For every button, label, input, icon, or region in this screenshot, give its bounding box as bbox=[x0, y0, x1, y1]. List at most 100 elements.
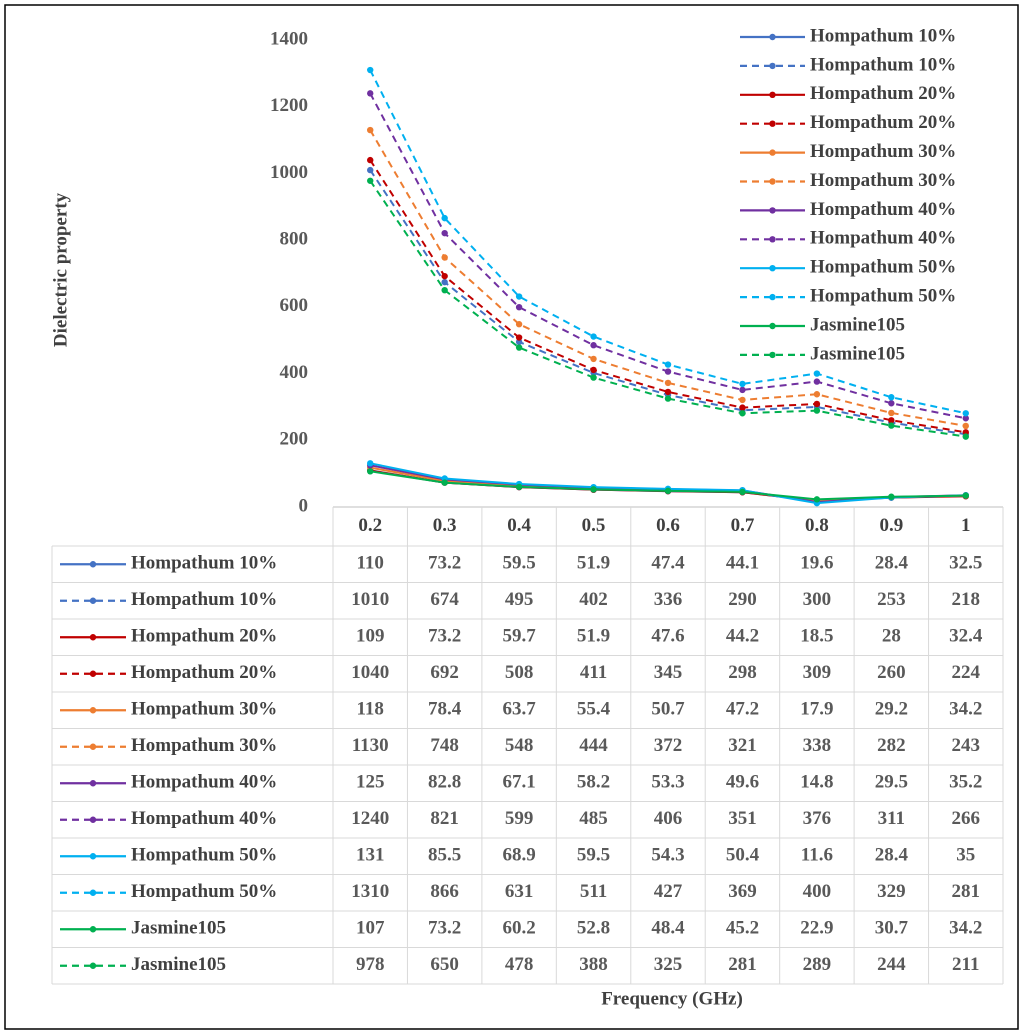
table-cell: 298 bbox=[728, 662, 757, 683]
table-cell: 110 bbox=[356, 553, 383, 574]
table-cell: 51.9 bbox=[577, 626, 610, 647]
data-point bbox=[441, 286, 448, 294]
y-tick-label: 1400 bbox=[270, 28, 308, 49]
table-cell: 47.6 bbox=[651, 626, 684, 647]
table-cell: 35 bbox=[956, 845, 975, 866]
legend-key-marker bbox=[769, 149, 776, 156]
legend-key-marker bbox=[89, 634, 97, 641]
table-row-label: Hompathum 50% bbox=[131, 845, 277, 866]
legend-key-marker bbox=[769, 265, 776, 272]
data-point bbox=[888, 409, 895, 417]
series-line bbox=[369, 159, 966, 434]
data-point bbox=[664, 388, 672, 396]
table-cell: 35.2 bbox=[949, 772, 982, 793]
legend-key-marker bbox=[769, 178, 776, 185]
data-point bbox=[590, 366, 597, 374]
table-cell: 336 bbox=[654, 589, 683, 610]
table-cell: 329 bbox=[877, 881, 906, 902]
table-cell: 125 bbox=[356, 772, 385, 793]
data-point bbox=[888, 400, 895, 407]
table-cell: 290 bbox=[728, 589, 757, 610]
legend-key-marker bbox=[769, 91, 776, 99]
table-cell: 59.5 bbox=[502, 553, 535, 574]
table-cell: 345 bbox=[654, 662, 683, 683]
table-cell: 30.7 bbox=[875, 918, 909, 939]
table-cell: 321 bbox=[728, 735, 757, 756]
data-point bbox=[515, 321, 523, 328]
table-cell: 109 bbox=[356, 626, 385, 647]
table-cell: 325 bbox=[654, 954, 683, 975]
table-cell: 351 bbox=[728, 808, 757, 829]
table-cell: 68.9 bbox=[502, 845, 535, 866]
legend-key-marker bbox=[769, 351, 776, 359]
legend-key-marker bbox=[769, 207, 776, 214]
table-row-label: Jasmine105 bbox=[131, 918, 226, 939]
table-cell: 548 bbox=[505, 735, 534, 756]
legend-key-marker bbox=[769, 120, 776, 127]
data-point bbox=[962, 433, 969, 440]
data-point bbox=[888, 422, 895, 429]
table-cell: 18.5 bbox=[800, 626, 833, 647]
data-point bbox=[664, 487, 672, 495]
data-point bbox=[813, 407, 821, 414]
data-point bbox=[962, 415, 969, 422]
x-tick-label: 1 bbox=[961, 515, 971, 536]
data-point bbox=[739, 404, 746, 411]
table-cell: 47.2 bbox=[726, 699, 759, 720]
data-point bbox=[739, 488, 746, 496]
table-cell: 11.6 bbox=[801, 845, 833, 866]
table-cell: 73.2 bbox=[428, 918, 461, 939]
table-cell: 34.2 bbox=[949, 918, 982, 939]
y-tick-label: 800 bbox=[280, 229, 309, 250]
table-cell: 82.8 bbox=[428, 772, 461, 793]
table-cell: 85.5 bbox=[428, 845, 461, 866]
y-tick-label: 1200 bbox=[270, 95, 308, 116]
x-tick-label: 0.6 bbox=[656, 515, 680, 536]
legend-key-marker bbox=[89, 853, 97, 860]
legend-key-marker bbox=[89, 561, 97, 568]
data-point bbox=[888, 493, 895, 500]
table-cell: 51.9 bbox=[577, 553, 610, 574]
x-tick-label: 0.5 bbox=[582, 515, 606, 536]
table-cell: 244 bbox=[877, 954, 906, 975]
data-point bbox=[441, 479, 448, 486]
table-cell: 224 bbox=[952, 662, 981, 683]
data-point bbox=[962, 422, 969, 430]
table-cell: 44.2 bbox=[726, 626, 759, 647]
data-point bbox=[590, 355, 597, 363]
data-point bbox=[813, 370, 821, 377]
table-cell: 978 bbox=[356, 954, 385, 975]
table-cell: 1010 bbox=[351, 589, 389, 610]
table-cell: 372 bbox=[654, 735, 683, 756]
table-cell: 478 bbox=[505, 954, 534, 975]
y-tick-label: 1000 bbox=[270, 162, 308, 183]
y-axis-title: Dielectric property bbox=[50, 192, 71, 347]
table-row-label: Hompathum 30% bbox=[131, 735, 277, 756]
table-cell: 485 bbox=[579, 808, 608, 829]
x-tick-label: 0.3 bbox=[433, 515, 457, 536]
table-cell: 29.5 bbox=[875, 772, 908, 793]
data-point bbox=[664, 379, 672, 387]
y-tick-label: 400 bbox=[280, 362, 309, 383]
table-cell: 495 bbox=[505, 589, 534, 610]
data-point bbox=[515, 483, 523, 491]
data-point bbox=[367, 90, 374, 97]
table-cell: 289 bbox=[803, 954, 832, 975]
data-point bbox=[515, 293, 523, 300]
data-point bbox=[367, 156, 374, 164]
legend-key-marker bbox=[769, 33, 776, 41]
table-cell: 49.6 bbox=[726, 772, 759, 793]
table-cell: 511 bbox=[580, 881, 607, 902]
y-tick-label: 600 bbox=[280, 295, 309, 316]
data-point bbox=[739, 410, 746, 417]
x-tick-label: 0.9 bbox=[879, 515, 903, 536]
table-row-label: Hompathum 20% bbox=[131, 662, 277, 683]
table-cell: 54.3 bbox=[651, 845, 684, 866]
data-point bbox=[590, 486, 597, 493]
table-cell: 260 bbox=[877, 662, 906, 683]
table-cell: 22.9 bbox=[800, 918, 833, 939]
y-tick-label: 200 bbox=[280, 429, 309, 450]
table-cell: 508 bbox=[505, 662, 534, 683]
data-point bbox=[441, 272, 448, 280]
table-cell: 444 bbox=[579, 735, 608, 756]
